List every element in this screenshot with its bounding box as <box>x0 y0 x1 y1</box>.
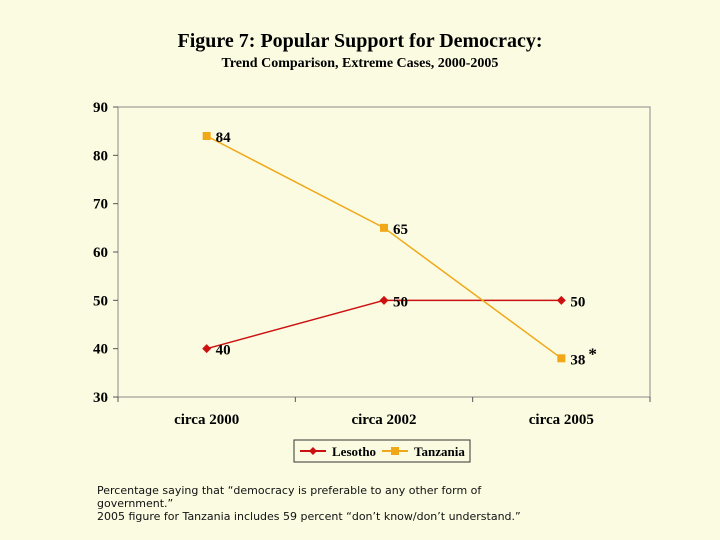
y-tick-label: 40 <box>93 342 108 358</box>
x-tick-label: circa 2000 <box>174 412 239 428</box>
legend-box <box>293 439 471 463</box>
data-point-lesotho <box>379 295 389 305</box>
legend-marker-tanzania <box>391 447 399 455</box>
data-label-lesotho: 50 <box>393 294 408 310</box>
data-point-tanzania <box>202 132 211 140</box>
y-tick-label: 70 <box>93 197 108 213</box>
annotation-asterisk: * <box>588 344 597 363</box>
chart-title: Figure 7: Popular Support for Democracy: <box>177 30 543 52</box>
y-tick-label: 50 <box>93 293 108 309</box>
footnote-definition: Percentage saying that “democracy is pre… <box>97 484 482 510</box>
y-tick-label: 60 <box>93 245 108 261</box>
legend-marker-lesotho <box>309 447 317 455</box>
data-label-tanzania: 84 <box>216 130 232 146</box>
footnote: Percentage saying that “democracy is pre… <box>97 484 527 523</box>
data-label-tanzania: 65 <box>393 222 408 238</box>
footnote-tanzania-note: 2005 figure for Tanzania includes 59 per… <box>97 510 521 523</box>
data-point-lesotho <box>556 295 566 305</box>
y-tick-label: 30 <box>93 390 108 406</box>
y-tick-label: 80 <box>93 148 108 164</box>
series-line-tanzania <box>206 135 562 359</box>
data-label-lesotho: 40 <box>216 343 231 359</box>
series-line-lesotho <box>206 299 562 350</box>
y-tick-label: 90 <box>93 100 108 116</box>
data-point-tanzania <box>380 223 388 232</box>
data-point-lesotho <box>202 344 212 354</box>
x-tick-label: circa 2002 <box>351 412 416 428</box>
chart-subtitle: Trend Comparison, Extreme Cases, 2000-20… <box>221 56 499 71</box>
legend-label-lesotho: Lesotho <box>332 444 376 459</box>
x-tick-label: circa 2005 <box>529 412 594 428</box>
data-point-tanzania <box>557 354 566 363</box>
data-label-lesotho: 50 <box>570 294 585 310</box>
data-label-tanzania: 38 <box>570 352 585 368</box>
legend-label-tanzania: Tanzania <box>414 444 465 459</box>
